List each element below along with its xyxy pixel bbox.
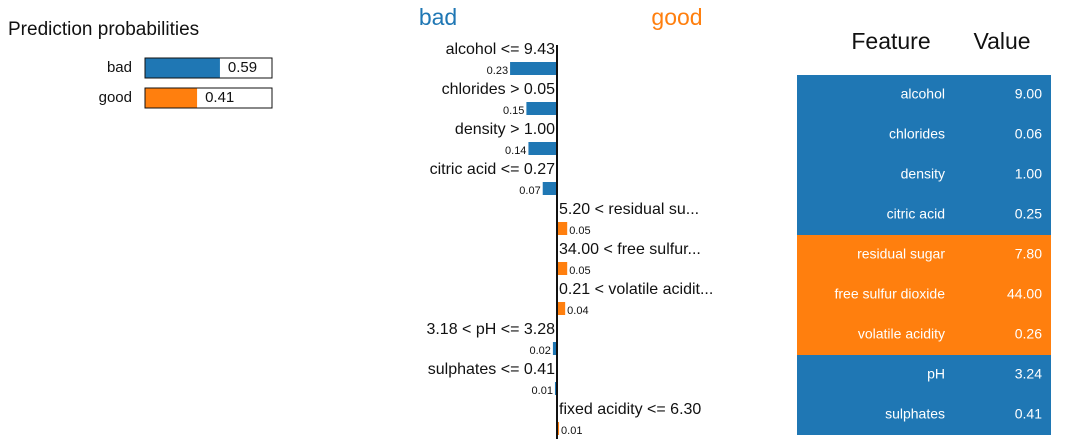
value-label: 0.59 — [228, 59, 257, 76]
feature-value: 0.41 — [1015, 406, 1042, 422]
feature-condition: 34.00 < free sulfur... — [559, 241, 701, 258]
table-row — [797, 155, 1051, 195]
table-row — [797, 235, 1051, 275]
feature-condition: density > 1.00 — [455, 121, 555, 138]
weight-bar — [528, 142, 557, 155]
legend-bad: bad — [419, 4, 457, 30]
weight-bar — [552, 342, 557, 355]
weight-label: 0.04 — [567, 305, 588, 317]
feature-condition: 0.21 < volatile acidit... — [559, 281, 713, 298]
feature-name: alcohol — [901, 86, 945, 102]
feature-value: 3.24 — [1015, 366, 1042, 382]
weight-label: 0.05 — [569, 225, 590, 237]
table-row — [797, 115, 1051, 155]
feature-condition: 5.20 < residual su... — [559, 201, 699, 218]
feature-value: 9.00 — [1015, 86, 1042, 102]
feature-value: 44.00 — [1007, 286, 1042, 302]
weight-bar — [542, 182, 557, 195]
feature-name: chlorides — [889, 126, 945, 142]
weight-label: 0.23 — [487, 65, 508, 77]
feature-value: 0.26 — [1015, 326, 1042, 342]
weight-bar — [526, 102, 557, 115]
table-row — [797, 315, 1051, 355]
weight-label: 0.14 — [505, 145, 526, 157]
feature-value: 0.25 — [1015, 206, 1042, 222]
feature-name: free sulfur dioxide — [834, 286, 945, 302]
weight-label: 0.01 — [561, 425, 582, 437]
weight-label: 0.05 — [569, 265, 590, 277]
prob-bar — [145, 88, 198, 108]
feature-condition: chlorides > 0.05 — [442, 81, 556, 98]
feature-value: 0.06 — [1015, 126, 1042, 142]
weight-bar — [557, 262, 568, 275]
chart-title: Prediction probabilities — [8, 19, 199, 40]
table-row — [797, 355, 1051, 395]
feature-condition: citric acid <= 0.27 — [430, 161, 556, 178]
value-label: 0.41 — [205, 89, 234, 106]
weight-label: 0.15 — [503, 105, 524, 117]
table-row — [797, 275, 1051, 315]
feature-name: citric acid — [887, 206, 945, 222]
prob-box — [144, 57, 273, 79]
weight-bar — [554, 382, 557, 395]
weight-bar — [557, 422, 560, 435]
weight-label: 0.01 — [532, 385, 553, 397]
feature-condition: alcohol <= 9.43 — [446, 41, 556, 58]
feature-name: sulphates — [885, 406, 945, 422]
feature-condition: 3.18 < pH <= 3.28 — [426, 321, 555, 338]
weight-label: 0.02 — [529, 345, 550, 357]
feature-name: residual sugar — [857, 246, 945, 262]
feature-value: 1.00 — [1015, 166, 1042, 182]
class-label: bad — [107, 59, 132, 76]
table-header: Feature — [851, 28, 930, 54]
table-header: Value — [973, 28, 1030, 54]
class-label: good — [99, 89, 132, 106]
feature-value: 7.80 — [1015, 246, 1042, 262]
legend-good: good — [651, 4, 702, 30]
table-row — [797, 195, 1051, 235]
weight-bar — [557, 302, 566, 315]
weight-bar — [557, 222, 568, 235]
prob-box — [144, 87, 273, 109]
table-row — [797, 75, 1051, 115]
table-row — [797, 395, 1051, 435]
weight-label: 0.07 — [519, 185, 540, 197]
feature-name: volatile acidity — [858, 326, 945, 342]
feature-condition: fixed acidity <= 6.30 — [559, 401, 701, 418]
prob-bar — [145, 58, 220, 78]
feature-name: pH — [927, 366, 945, 382]
feature-condition: sulphates <= 0.41 — [428, 361, 555, 378]
weight-bar — [510, 62, 557, 75]
feature-name: density — [901, 166, 945, 182]
